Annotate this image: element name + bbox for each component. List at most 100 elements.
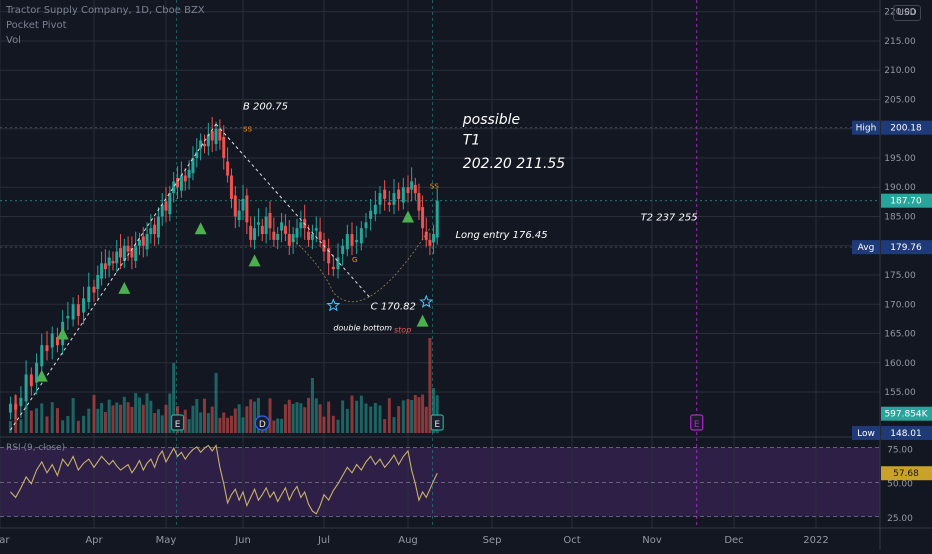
volume-bar xyxy=(206,413,210,433)
candle-body xyxy=(307,231,311,240)
indicator-pocket-pivot-label[interactable]: Pocket Pivot xyxy=(6,20,67,31)
rsi-indicator-label[interactable]: RSI (9, close) xyxy=(6,443,66,453)
candle-body xyxy=(378,193,382,205)
volume-bar xyxy=(119,404,123,433)
price-tick-label: 210.00 xyxy=(884,66,916,76)
volume-bar xyxy=(35,408,39,433)
candle-body xyxy=(172,181,176,194)
volume-bar xyxy=(387,398,391,433)
candle-body xyxy=(35,362,39,383)
candle-body xyxy=(153,224,157,235)
volume-bar xyxy=(283,404,287,433)
annotation-label: T2 237 255 xyxy=(641,213,698,224)
volume-bar xyxy=(327,401,331,433)
volume-bar xyxy=(45,416,49,433)
candle-body xyxy=(417,193,421,211)
volume-bar xyxy=(256,397,260,433)
candle-body xyxy=(406,187,410,194)
volume-bar xyxy=(307,397,311,433)
candle-body xyxy=(233,195,237,217)
volume-bar xyxy=(66,415,70,433)
price-tag-label: High xyxy=(856,124,877,134)
volume-bar xyxy=(303,407,307,433)
candle-body xyxy=(229,175,233,199)
candle-body xyxy=(413,184,417,194)
candle-body xyxy=(218,128,222,141)
volume-bar xyxy=(424,406,428,433)
candle-body xyxy=(237,210,241,221)
volume-bar xyxy=(355,400,359,433)
volume-bar xyxy=(203,398,206,433)
time-tick-label: May xyxy=(156,535,177,546)
volume-bar xyxy=(241,417,245,433)
time-tick-label: Jul xyxy=(317,535,330,546)
volume-bar xyxy=(8,421,12,433)
candle-body xyxy=(401,187,405,203)
candle-body xyxy=(359,228,363,244)
volume-bar xyxy=(115,402,119,433)
volume-bar xyxy=(336,419,340,433)
volume-bar xyxy=(413,395,417,433)
pocket-pivot-triangle xyxy=(194,222,207,235)
chart-title: Tractor Supply Company, 1D, Cboe BZX xyxy=(6,5,205,16)
volume-bar xyxy=(160,415,164,433)
volume-bar xyxy=(341,400,345,433)
volume-bar xyxy=(130,406,134,433)
volume-bar xyxy=(218,417,222,433)
volume-bar xyxy=(345,408,349,433)
candle-body xyxy=(82,298,86,313)
candle-body xyxy=(29,374,33,387)
candle-body xyxy=(199,140,203,149)
price-tag-label: Avg xyxy=(858,243,875,253)
event-marker-glyph: D xyxy=(259,420,266,430)
volume-bar xyxy=(392,417,396,433)
earnings-marker-icon xyxy=(170,414,185,431)
volume-bar xyxy=(373,403,377,433)
event-marker-glyph: E xyxy=(434,420,440,430)
volume-bar xyxy=(172,363,176,433)
currency-badge[interactable]: USD xyxy=(893,5,921,21)
trendline xyxy=(10,123,217,431)
candle-body xyxy=(168,193,172,215)
candle-body xyxy=(428,239,432,246)
pocket-pivot-triangle xyxy=(248,254,261,267)
time-tick-label: Jun xyxy=(234,535,251,546)
time-tick-label: Dec xyxy=(724,535,743,546)
candle-body xyxy=(115,251,119,264)
volume-bar xyxy=(111,405,115,433)
price-tick-label: 165.00 xyxy=(884,330,916,340)
price-tag-label-box xyxy=(852,425,880,440)
candle-body xyxy=(45,345,49,352)
volume-bar xyxy=(364,403,368,433)
candle-body xyxy=(100,263,104,279)
indicator-volume-label[interactable]: Vol xyxy=(6,35,21,46)
candle-body xyxy=(164,201,168,211)
price-tag-box xyxy=(881,193,932,208)
volume-bar xyxy=(383,418,387,433)
candle-body xyxy=(137,239,141,246)
volume-bar xyxy=(378,405,382,433)
signal-star-icon xyxy=(326,298,341,312)
volume-bar xyxy=(141,404,145,433)
candle-body xyxy=(421,207,425,229)
candle-body xyxy=(295,228,299,238)
volume-bar xyxy=(168,393,172,433)
time-tick-label: Mar xyxy=(0,535,10,546)
earnings-marker-icon xyxy=(690,414,704,431)
price-tick-label: 195.00 xyxy=(884,154,916,164)
volume-bar xyxy=(214,373,218,433)
candle-body xyxy=(176,177,180,188)
candle-body xyxy=(130,248,134,258)
volume-bar xyxy=(134,393,138,433)
candle-body xyxy=(387,202,391,205)
candle-body xyxy=(76,304,80,316)
candle-body xyxy=(299,222,303,229)
candle-body xyxy=(283,225,287,235)
candle-body xyxy=(107,257,111,266)
candle-body xyxy=(291,234,295,243)
annotation-label: T1 xyxy=(463,133,480,149)
volume-bar xyxy=(287,399,291,433)
price-tick-label: 185.00 xyxy=(884,213,916,223)
price-tag-value: 187.70 xyxy=(890,197,922,207)
